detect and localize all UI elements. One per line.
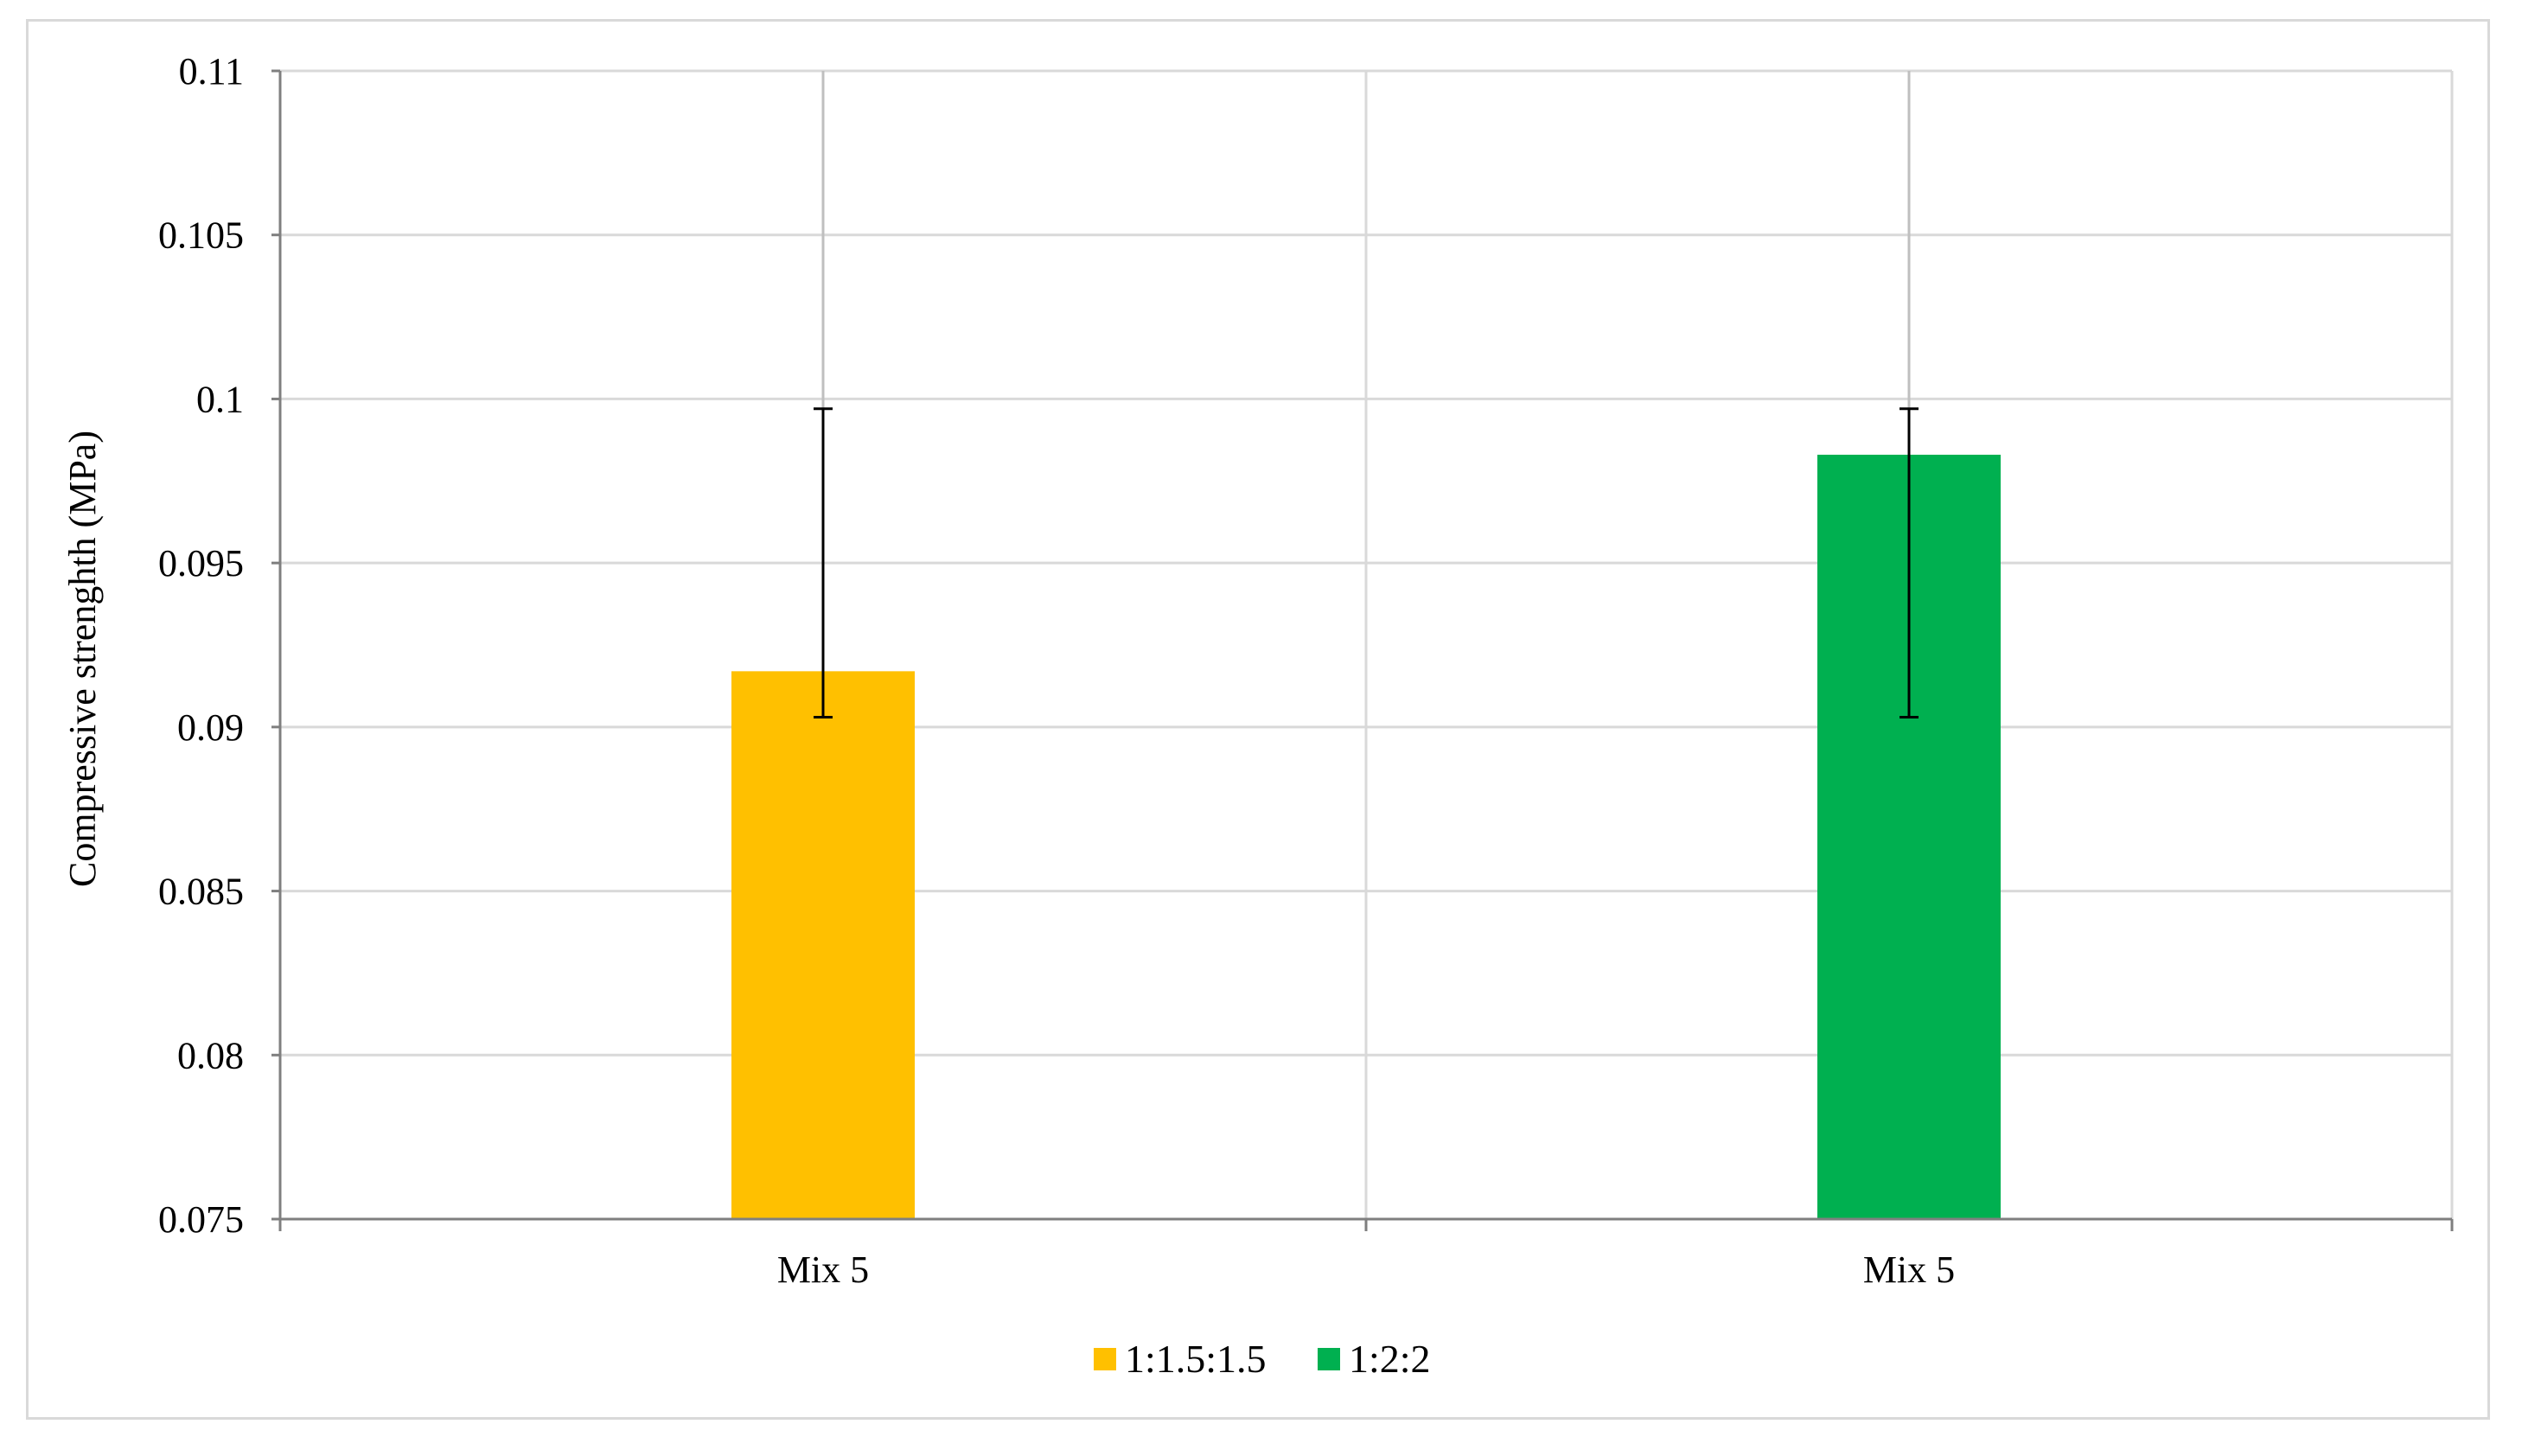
legend-label: 1:2:2 xyxy=(1349,1337,1431,1381)
y-tick-label: 0.1 xyxy=(196,378,244,420)
y-axis-title: Compressive strenghth (MPa) xyxy=(61,431,104,887)
x-tick-label: Mix 5 xyxy=(777,1248,869,1291)
y-tick-label: 0.09 xyxy=(177,706,244,749)
y-tick-label: 0.075 xyxy=(158,1198,244,1241)
x-tick-label: Mix 5 xyxy=(1863,1248,1955,1291)
legend-swatch xyxy=(1318,1348,1340,1370)
error-bars xyxy=(814,407,1919,718)
y-tick-label: 0.08 xyxy=(177,1034,244,1076)
x-tick-labels: Mix 5 Mix 5 xyxy=(777,1248,1955,1291)
chart-frame xyxy=(26,19,2490,1420)
legend: 1:1.5:1.5 1:2:2 xyxy=(1094,1337,1431,1381)
y-tick-label: 0.095 xyxy=(158,542,244,584)
bar xyxy=(731,671,915,1219)
bars xyxy=(731,454,2001,1219)
y-tick-label: 0.11 xyxy=(179,50,244,93)
legend-swatch xyxy=(1094,1348,1116,1370)
legend-label: 1:1.5:1.5 xyxy=(1125,1337,1267,1381)
y-tick-label: 0.085 xyxy=(158,871,244,913)
y-tick-label: 0.105 xyxy=(158,214,244,257)
axes xyxy=(271,69,2454,1231)
gridlines xyxy=(280,69,2454,1219)
y-tick-labels: 0.075 0.08 0.085 0.09 0.095 0.1 0.105 0.11 xyxy=(158,50,244,1241)
